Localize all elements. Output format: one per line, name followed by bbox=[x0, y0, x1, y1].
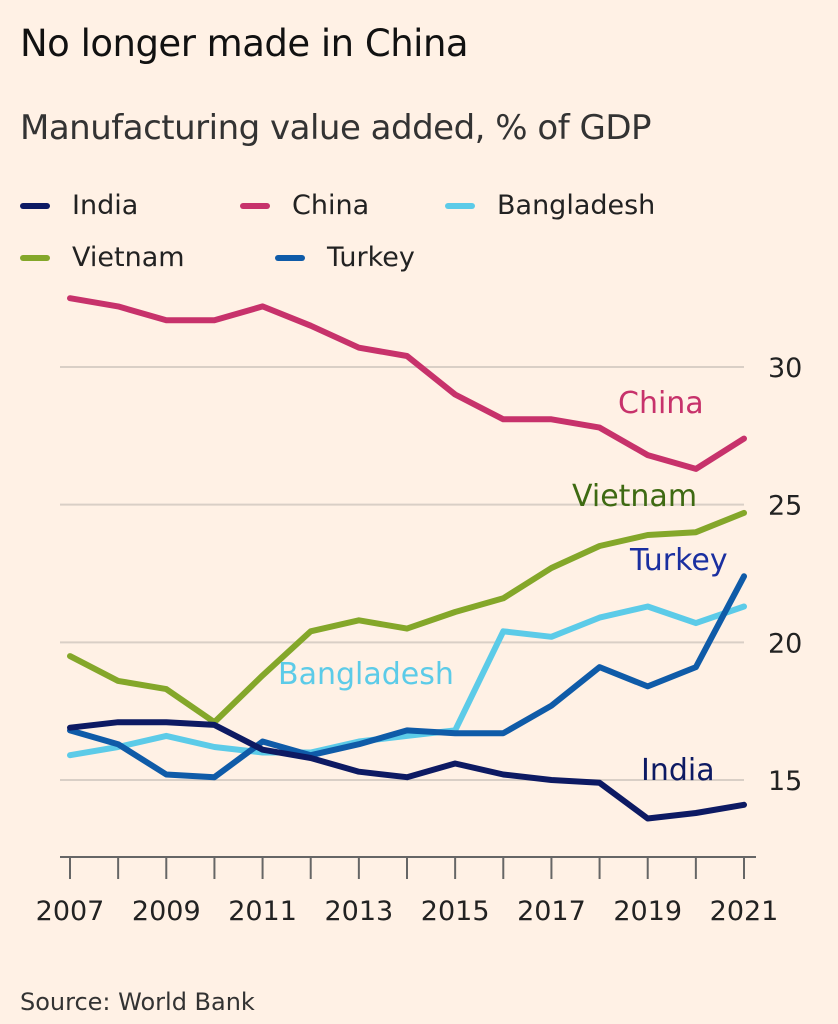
legend-item-vietnam: Vietnam bbox=[20, 242, 185, 273]
series-label-turkey: Turkey bbox=[629, 543, 728, 578]
series-label-india: India bbox=[641, 753, 715, 788]
legend-label-china: China bbox=[292, 190, 370, 221]
legend-label-turkey: Turkey bbox=[327, 242, 415, 273]
legend-item-china: China bbox=[240, 190, 369, 221]
legend-swatch-turkey bbox=[275, 254, 305, 261]
legend-swatch-india bbox=[20, 202, 50, 209]
y-tick-label-30: 30 bbox=[768, 353, 802, 384]
legend-item-bangladesh: Bangladesh bbox=[445, 190, 655, 221]
x-tick-label-2007: 2007 bbox=[36, 896, 105, 927]
y-tick-label-25: 25 bbox=[768, 491, 802, 522]
x-tick-label-2019: 2019 bbox=[613, 896, 682, 927]
legend: India China Bangladesh Vietnam Turkey bbox=[20, 190, 820, 290]
y-tick-label-20: 20 bbox=[768, 628, 802, 659]
series-line-bangladesh bbox=[67, 603, 747, 759]
chart-subtitle: Manufacturing value added, % of GDP bbox=[20, 108, 652, 148]
chart-title: No longer made in China bbox=[20, 22, 469, 65]
series-line-india bbox=[67, 719, 747, 822]
legend-label-bangladesh: Bangladesh bbox=[497, 190, 656, 221]
x-tick-label-2009: 2009 bbox=[132, 896, 201, 927]
y-tick-label-15: 15 bbox=[768, 766, 802, 797]
legend-item-turkey: Turkey bbox=[275, 242, 415, 273]
legend-item-india: India bbox=[20, 190, 138, 221]
x-tick-label-2021: 2021 bbox=[710, 896, 779, 927]
series-label-china: China bbox=[618, 386, 704, 421]
series-label-bangladesh: Bangladesh bbox=[278, 657, 454, 692]
series-label-vietnam: Vietnam bbox=[572, 479, 697, 514]
source-note: Source: World Bank bbox=[20, 988, 255, 1016]
legend-swatch-vietnam bbox=[20, 254, 50, 261]
legend-swatch-china bbox=[240, 202, 270, 209]
series-line-china bbox=[67, 295, 747, 472]
x-tick-label-2015: 2015 bbox=[421, 896, 490, 927]
legend-label-india: India bbox=[72, 190, 139, 221]
series-line-turkey bbox=[67, 573, 747, 781]
x-tick-label-2011: 2011 bbox=[228, 896, 297, 927]
legend-label-vietnam: Vietnam bbox=[72, 242, 185, 273]
legend-swatch-bangladesh bbox=[445, 202, 475, 209]
series-line-vietnam bbox=[67, 509, 747, 726]
x-tick-label-2017: 2017 bbox=[517, 896, 586, 927]
x-tick-label-2013: 2013 bbox=[324, 896, 393, 927]
